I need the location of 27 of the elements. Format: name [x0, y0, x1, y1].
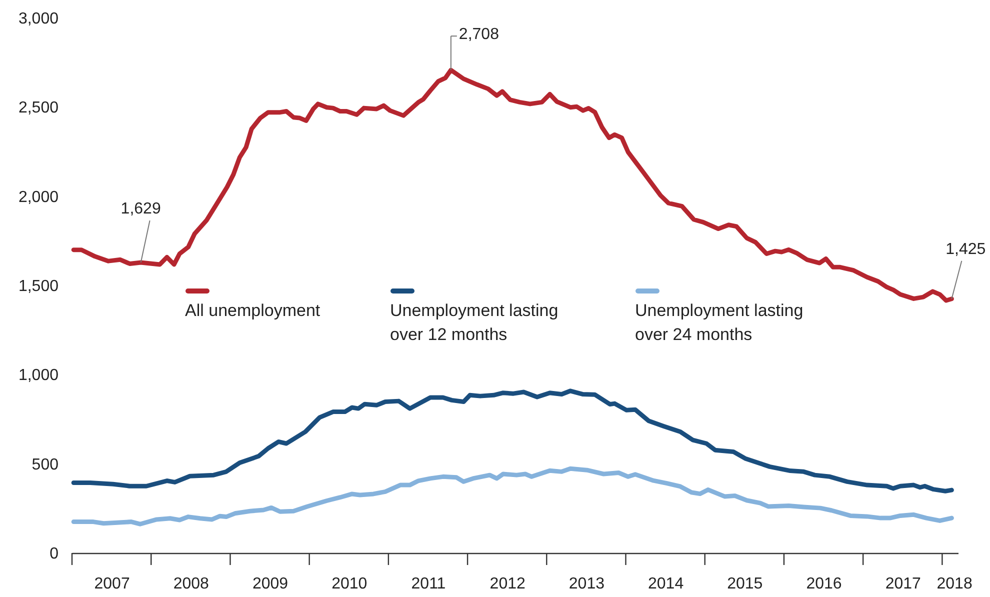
y-tick-label: 0 — [50, 546, 59, 562]
y-tick-label: 2,500 — [18, 100, 59, 117]
x-tick-label: 2009 — [252, 576, 288, 592]
x-tick-label: 2018 — [936, 576, 972, 592]
annotation: 1,425 — [946, 240, 986, 258]
annotation: 2,708 — [458, 26, 500, 44]
y-tick-label: 2,000 — [18, 188, 59, 206]
y-tick-label: 1,500 — [18, 278, 59, 295]
x-tick-label: 2011 — [411, 576, 446, 592]
x-tick-label: 2008 — [173, 576, 210, 592]
x-tick-label: 2017 — [885, 576, 922, 592]
line-series — [71, 388, 954, 494]
y-tick-label: 3,000 — [18, 10, 59, 28]
legend-label: Unemployment lasting over 12 months — [390, 301, 558, 344]
x-tick-label: 2013 — [568, 576, 605, 592]
y-tick-label: 500 — [32, 456, 59, 474]
legend-label: All unemployment — [185, 301, 320, 320]
x-tick-label: 2007 — [94, 576, 130, 592]
x-tick-label: 2012 — [490, 576, 526, 592]
annotation: 1,629 — [120, 200, 161, 218]
x-tick-label: 2010 — [332, 576, 368, 592]
x-tick-label: 2016 — [806, 576, 842, 592]
x-tick-label: 2015 — [727, 576, 763, 592]
line-series — [71, 466, 954, 526]
y-tick-label: 1,000 — [18, 367, 59, 384]
x-tick-label: 2014 — [648, 576, 684, 592]
legend-label: Unemployment lasting over 24 months — [635, 301, 804, 344]
